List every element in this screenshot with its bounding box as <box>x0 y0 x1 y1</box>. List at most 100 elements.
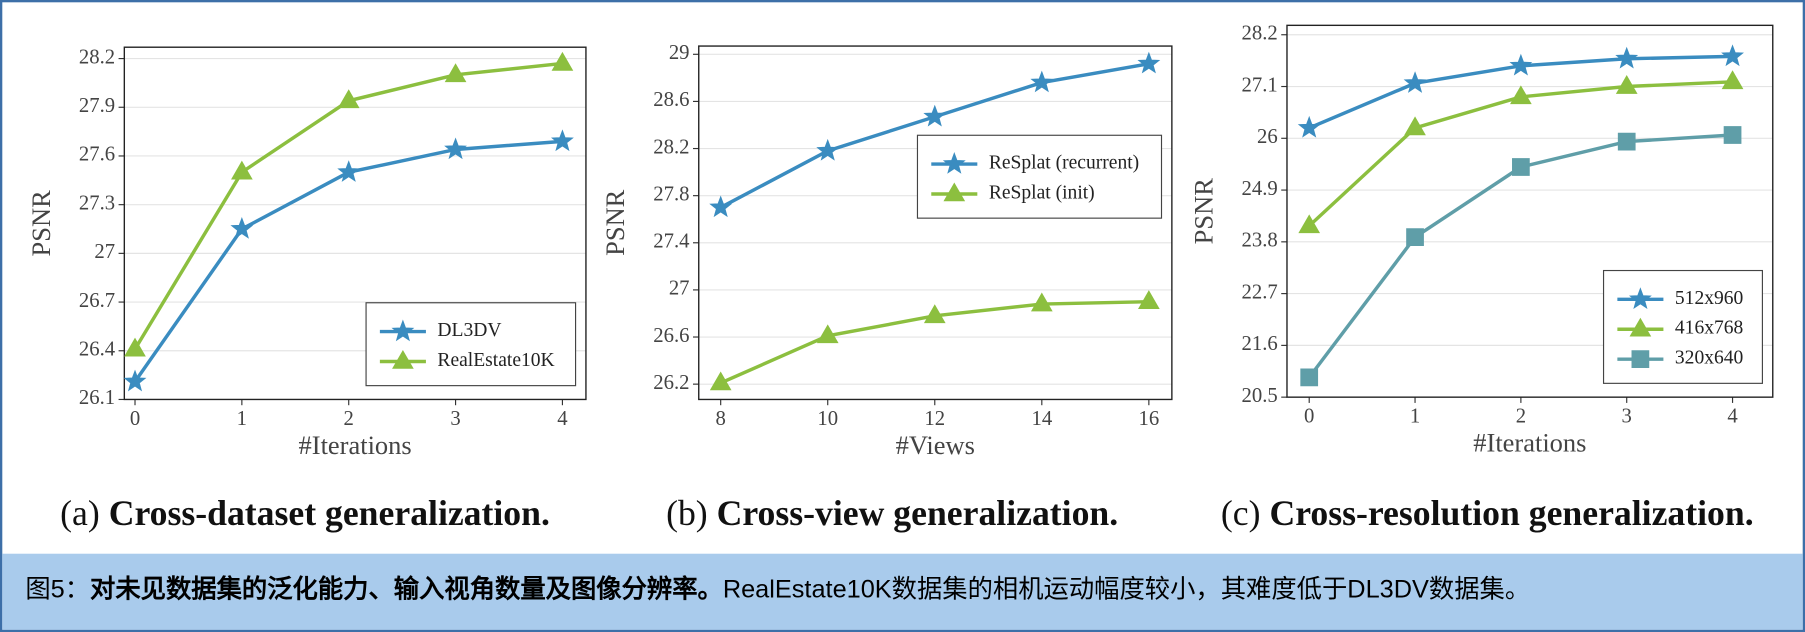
legend-marker <box>942 152 966 174</box>
plot-frame <box>698 45 1173 401</box>
data-point <box>551 51 574 71</box>
y-tick-label: 20.5 <box>1242 385 1278 407</box>
x-tick-label: 4 <box>557 408 568 430</box>
y-axis-label: PSNR <box>1188 178 1218 245</box>
x-axis-label: #Iterations <box>299 430 412 460</box>
x-tick-label: 10 <box>817 408 838 430</box>
x-axis-label: #Iterations <box>1473 428 1586 458</box>
subcaption-text: Cross-resolution generalization. <box>1269 493 1753 533</box>
y-tick-label: 28.6 <box>653 89 689 111</box>
y-tick-label: 27.1 <box>1242 74 1278 96</box>
y-tick-label: 26.1 <box>79 387 115 409</box>
caption-label: 图5： <box>25 575 90 603</box>
data-point <box>1723 126 1742 144</box>
data-point <box>923 304 946 324</box>
y-tick-label: 27.6 <box>79 144 115 166</box>
subcaption: (c) Cross-resolution generalization. <box>1221 493 1754 533</box>
y-tick-label: 27.8 <box>653 183 689 205</box>
legend-marker <box>1628 287 1652 310</box>
y-tick-label: 22.7 <box>1242 281 1278 303</box>
x-tick-label: 3 <box>450 408 460 430</box>
legend-marker <box>943 182 966 202</box>
x-tick-label: 3 <box>1622 406 1632 428</box>
y-tick-label: 29 <box>669 42 690 64</box>
data-point <box>230 217 254 239</box>
caption-text: RealEstate10K数据集的相机运动幅度较小，其难度低于DL3DV数据集。 <box>723 575 1530 603</box>
data-point <box>124 337 146 357</box>
x-tick-label: 16 <box>1138 408 1159 430</box>
subcaption-label: (c) <box>1221 493 1261 533</box>
y-tick-label: 23.8 <box>1242 230 1278 252</box>
legend-box <box>1602 269 1763 384</box>
data-point <box>816 138 840 161</box>
legend-label: RealEstate10K <box>437 350 554 371</box>
data-point <box>444 137 467 160</box>
y-tick-label: 27 <box>669 278 690 300</box>
legend-marker <box>391 319 415 342</box>
legend-label: ReSplat (init) <box>989 182 1095 203</box>
x-tick-label: 0 <box>1304 406 1314 428</box>
y-tick-label: 26.4 <box>79 339 116 361</box>
legend-label: 512x960 <box>1675 288 1744 309</box>
data-point <box>337 160 361 182</box>
legend-marker <box>392 349 414 369</box>
y-tick-label: 27.4 <box>653 231 690 253</box>
data-point <box>1298 214 1321 234</box>
data-point <box>1510 85 1532 105</box>
data-point <box>1300 368 1319 387</box>
x-tick-label: 14 <box>1031 408 1052 430</box>
caption-bar <box>2 553 1803 630</box>
y-tick-label: 24.9 <box>1242 178 1278 200</box>
legend-label: 416x768 <box>1675 318 1744 339</box>
subcaption-text: Cross-dataset generalization. <box>109 493 550 533</box>
y-tick-label: 27.3 <box>79 192 115 214</box>
data-point <box>1509 53 1533 76</box>
subcaption-label: (b) <box>666 493 708 533</box>
x-tick-label: 0 <box>130 408 140 430</box>
caption-bold: 对未见数据集的泛化能力、输入视角数量及图像分辨率。 <box>90 574 723 603</box>
data-point <box>1137 51 1161 74</box>
y-axis-label: PSNR <box>600 189 630 256</box>
data-point <box>1617 132 1636 151</box>
legend-box <box>916 134 1163 219</box>
legend-label: ReSplat (recurrent) <box>989 153 1139 174</box>
data-point <box>709 371 732 391</box>
subcaption: (b) Cross-view generalization. <box>666 493 1118 533</box>
legend-label: 320x640 <box>1675 348 1744 369</box>
data-point <box>551 129 574 152</box>
y-tick-label: 27.9 <box>79 95 115 117</box>
y-tick-label: 28.2 <box>653 136 689 158</box>
x-tick-label: 8 <box>716 408 726 430</box>
figure-caption: 图5：对未见数据集的泛化能力、输入视角数量及图像分辨率。RealEstate10… <box>25 574 1530 603</box>
plot-frame <box>1286 24 1774 398</box>
y-tick-label: 28.2 <box>79 46 115 68</box>
data-point <box>1615 75 1638 94</box>
y-tick-label: 28.2 <box>1242 22 1278 44</box>
y-tick-label: 27 <box>94 241 115 263</box>
x-axis-label: #Views <box>896 430 975 460</box>
data-point <box>1615 46 1639 69</box>
y-tick-label: 21.6 <box>1242 333 1278 355</box>
data-point <box>709 195 733 218</box>
y-tick-label: 26 <box>1257 126 1278 148</box>
data-point <box>1297 115 1321 138</box>
data-point <box>1721 70 1744 90</box>
legend-marker <box>1629 317 1652 337</box>
legend-marker <box>1631 350 1650 369</box>
x-tick-label: 2 <box>344 408 354 430</box>
data-point <box>231 160 253 180</box>
x-tick-label: 4 <box>1727 406 1738 428</box>
x-tick-label: 2 <box>1516 406 1526 428</box>
y-tick-label: 26.6 <box>653 325 689 347</box>
y-tick-label: 26.2 <box>653 372 689 394</box>
data-point <box>444 63 467 83</box>
data-point <box>337 89 360 109</box>
subcaption-text: Cross-view generalization. <box>717 493 1119 533</box>
data-point <box>1406 228 1424 246</box>
data-point <box>1138 290 1160 309</box>
y-tick-label: 26.7 <box>79 290 115 312</box>
data-point <box>1030 70 1054 93</box>
